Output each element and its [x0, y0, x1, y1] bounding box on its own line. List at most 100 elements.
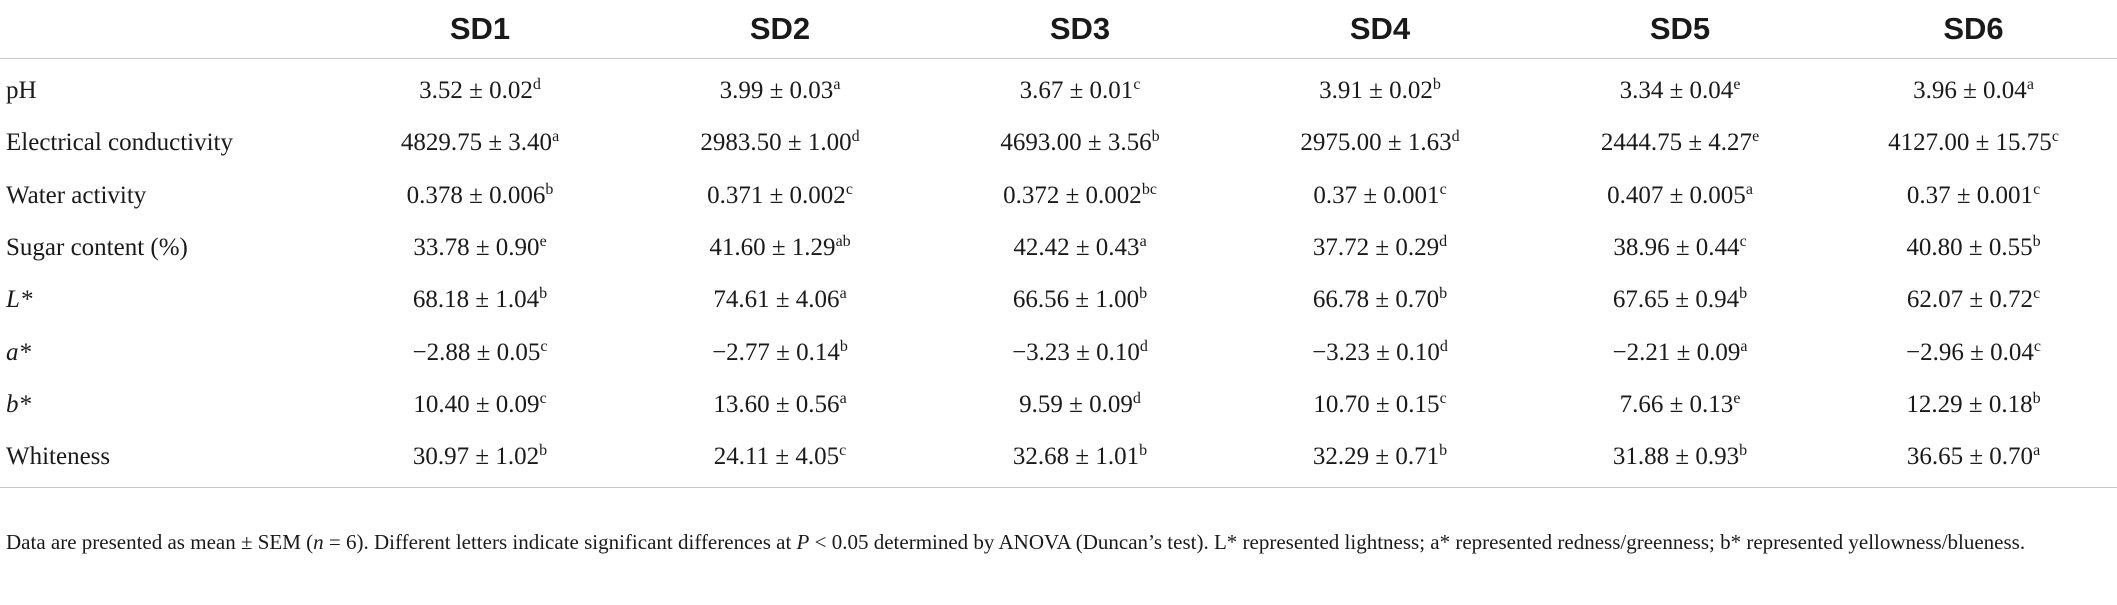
value-cell: 2983.50 ± 1.00d — [630, 117, 930, 169]
significance-letter: c — [2033, 180, 2041, 198]
value-cell: −3.23 ± 0.10d — [1230, 326, 1530, 378]
mean-sem-value: 0.37 ± 0.001 — [1313, 181, 1440, 209]
mean-sem-value: 0.371 ± 0.002 — [707, 181, 846, 209]
table-row: L* 68.18 ± 1.04b 74.61 ± 4.06a 66.56 ± 1.00… — [0, 274, 2117, 326]
value-cell: 10.70 ± 0.15c — [1230, 379, 1530, 431]
significance-letter: b — [1139, 285, 1148, 303]
header-cell-sd2: SD2 — [630, 0, 930, 59]
mean-sem-value: 42.42 ± 0.43 — [1013, 234, 1140, 262]
value-cell: −2.96 ± 0.04c — [1830, 326, 2117, 378]
value-cell: 3.34 ± 0.04e — [1530, 59, 1830, 118]
row-label: a* — [6, 338, 31, 366]
mean-sem-value: 33.78 ± 0.90 — [413, 234, 540, 262]
mean-sem-value: 2975.00 ± 1.63 — [1300, 129, 1452, 157]
mean-sem-value: 3.67 ± 0.01 — [1019, 77, 1134, 105]
value-cell: 0.378 ± 0.006b — [330, 170, 630, 222]
mean-sem-value: 3.91 ± 0.02 — [1319, 77, 1433, 105]
value-cell: 67.65 ± 0.94b — [1530, 274, 1830, 326]
significance-letter: c — [1133, 76, 1141, 94]
significance-letter: a — [2033, 442, 2041, 460]
value-cell: 13.60 ± 0.56a — [630, 379, 930, 431]
value-cell: 66.78 ± 0.70b — [1230, 274, 1530, 326]
footnote-text-2: = 6). Different letters indicate signifi… — [323, 530, 797, 554]
value-cell: 68.18 ± 1.04b — [330, 274, 630, 326]
mean-sem-value: 24.11 ± 4.05 — [713, 443, 840, 471]
significance-letter: a — [1745, 180, 1753, 198]
significance-letter: b — [1739, 285, 1748, 303]
value-cell: 24.11 ± 4.05c — [630, 431, 930, 489]
value-cell: 37.72 ± 0.29d — [1230, 222, 1530, 274]
mean-sem-value: 12.29 ± 0.18 — [1906, 390, 2033, 418]
value-cell: 9.59 ± 0.09d — [930, 379, 1230, 431]
data-table-container: SD1 SD2 SD3 SD4 SD5 SD6 pH 3.52 ± 0.02d 3.… — [0, 0, 2117, 554]
mean-sem-value: 31.88 ± 0.93 — [1612, 443, 1740, 471]
value-cell: 0.37 ± 0.001c — [1230, 170, 1530, 222]
mean-sem-value: 40.80 ± 0.55 — [1906, 234, 2033, 262]
value-cell: 4127.00 ± 15.75c — [1830, 117, 2117, 169]
value-cell: 3.99 ± 0.03a — [630, 59, 930, 118]
significance-letter: c — [845, 180, 853, 198]
significance-letter: b — [2032, 389, 2041, 407]
row-label: b* — [6, 390, 31, 418]
significance-letter: c — [1439, 389, 1447, 407]
mean-sem-value: 74.61 ± 4.06 — [713, 286, 840, 314]
significance-letter: b — [1151, 128, 1160, 146]
table-row: Whiteness 30.97 ± 1.02b 24.11 ± 4.05c 32.68… — [0, 431, 2117, 489]
value-cell: 2444.75 ± 4.27e — [1530, 117, 1830, 169]
mean-sem-value: 3.52 ± 0.02 — [419, 77, 533, 105]
header-cell-sd6: SD6 — [1830, 0, 2117, 59]
mean-sem-value: 2983.50 ± 1.00 — [700, 129, 852, 157]
significance-letter: b — [2032, 233, 2041, 251]
mean-sem-value: 10.40 ± 0.09 — [413, 390, 540, 418]
row-label: Water activity — [6, 181, 147, 209]
significance-letter: b — [1439, 285, 1448, 303]
mean-sem-value: −3.23 ± 0.10 — [1012, 338, 1140, 366]
mean-sem-value: 7.66 ± 0.13 — [1619, 390, 1734, 418]
significance-letter: b — [545, 180, 554, 198]
value-cell: 41.60 ± 1.29ab — [630, 222, 930, 274]
mean-sem-value: 0.37 ± 0.001 — [1906, 181, 2034, 209]
mean-sem-value: 4693.00 ± 3.56 — [1000, 129, 1152, 157]
mean-sem-value: 3.34 ± 0.04 — [1619, 77, 1734, 105]
table-footnote: Data are presented as mean ± SEM (n = 6)… — [6, 525, 2106, 559]
value-cell: 2975.00 ± 1.63d — [1230, 117, 1530, 169]
mean-sem-value: 9.59 ± 0.09 — [1019, 390, 1133, 418]
mean-sem-value: 62.07 ± 0.72 — [1906, 286, 2034, 314]
value-cell: 3.96 ± 0.04a — [1830, 59, 2117, 118]
significance-letter: e — [539, 233, 547, 251]
table-row: Sugar content (%) 33.78 ± 0.90e 41.60 ± 1.… — [0, 222, 2117, 274]
significance-letter: c — [1739, 233, 1747, 251]
value-cell: 3.67 ± 0.01c — [930, 59, 1230, 118]
significance-letter: b — [539, 285, 548, 303]
table-body: pH 3.52 ± 0.02d 3.99 ± 0.03a 3.67 ± 0.01c 3.… — [0, 59, 2117, 489]
header-cell-blank — [0, 0, 330, 59]
value-cell: 3.91 ± 0.02b — [1230, 59, 1530, 118]
significance-letter: c — [2051, 128, 2059, 146]
significance-letter: d — [1451, 128, 1460, 146]
mean-sem-value: 30.97 ± 1.02 — [412, 443, 540, 471]
table-row: Electrical conductivity 4829.75 ± 3.40a 29… — [0, 117, 2117, 169]
mean-sem-value: 67.65 ± 0.94 — [1612, 286, 1740, 314]
significance-letter: a — [833, 76, 841, 94]
mean-sem-value: 0.378 ± 0.006 — [406, 181, 546, 209]
value-cell: 10.40 ± 0.09c — [330, 379, 630, 431]
value-cell: 4829.75 ± 3.40a — [330, 117, 630, 169]
table-row: a* −2.88 ± 0.05c −2.77 ± 0.14b −3.23 ± 0.10… — [0, 326, 2117, 378]
significance-letter: e — [1752, 128, 1760, 146]
mean-sem-value: 0.407 ± 0.005 — [1607, 181, 1746, 209]
value-cell: 32.68 ± 1.01b — [930, 431, 1230, 489]
table-row: b* 10.40 ± 0.09c 13.60 ± 0.56a 9.59 ± 0.09d… — [0, 379, 2117, 431]
mean-sem-value: 32.29 ± 0.71 — [1312, 443, 1440, 471]
value-cell: 3.52 ± 0.02d — [330, 59, 630, 118]
mean-sem-value: −3.23 ± 0.10 — [1312, 338, 1440, 366]
value-cell: 40.80 ± 0.55b — [1830, 222, 2117, 274]
significance-letter: c — [540, 337, 548, 355]
value-cell: 0.407 ± 0.005a — [1530, 170, 1830, 222]
significance-letter: b — [539, 442, 548, 460]
value-cell: 12.29 ± 0.18b — [1830, 379, 2117, 431]
value-cell: 7.66 ± 0.13e — [1530, 379, 1830, 431]
value-cell: 42.42 ± 0.43a — [930, 222, 1230, 274]
value-cell: −2.21 ± 0.09a — [1530, 326, 1830, 378]
mean-sem-value: 36.65 ± 0.70 — [1906, 443, 2034, 471]
mean-sem-value: 10.70 ± 0.15 — [1313, 390, 1440, 418]
